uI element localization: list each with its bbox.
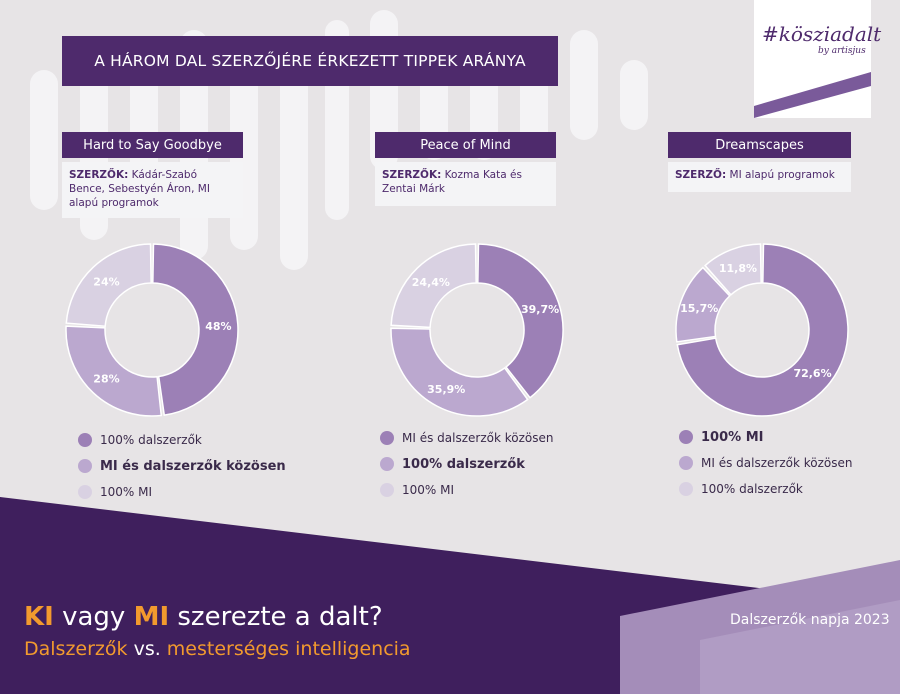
logo-by: by artisjus — [818, 46, 866, 56]
footer-sub-b: mesterséges intelligencia — [166, 638, 411, 660]
slice-label: 39,7% — [521, 303, 559, 316]
donut-chart-1: 48% 28% 24% — [65, 243, 239, 417]
song-title-2: Peace of Mind — [375, 132, 556, 158]
slice-label: 11,8% — [719, 262, 757, 275]
legend-label: MI és dalszerzők közösen — [100, 458, 286, 474]
footer-headline: KI vagy MI szerezte a dalt? — [24, 602, 383, 632]
author-text-1: Kádár-Szabó Bence, Sebestyén Áron, MI al… — [69, 169, 210, 209]
song-title-1: Hard to Say Goodbye — [62, 132, 243, 158]
legend-1: 100% dalszerzők MI és dalszerzők közösen 1… — [78, 427, 286, 505]
donut-slice — [477, 243, 564, 399]
legend-swatch — [78, 485, 92, 499]
donut-slice — [152, 243, 239, 416]
footer-sub-vs: vs. — [127, 638, 167, 660]
legend-swatch — [679, 456, 693, 470]
slice-label: 35,9% — [427, 383, 465, 396]
slice-label: 24% — [93, 276, 119, 289]
legend-item: 100% MI — [380, 477, 553, 503]
legend-item: 100% MI — [679, 424, 852, 450]
legend-item: 100% dalszerzők — [78, 427, 286, 453]
legend-label: 100% MI — [701, 429, 764, 445]
legend-label: 100% dalszerzők — [402, 456, 525, 472]
legend-swatch — [380, 483, 394, 497]
logo-brand: #kösziadalt — [762, 22, 882, 46]
legend-label: 100% dalszerzők — [701, 482, 803, 496]
legend-item: MI és dalszerzők közösen — [78, 453, 286, 479]
legend-2: MI és dalszerzők közösen 100% dalszerzők 1… — [380, 425, 553, 503]
slice-label: 15,7% — [680, 302, 718, 315]
legend-swatch — [78, 433, 92, 447]
author-box-1: SZERZŐK: Kádár-Szabó Bence, Sebestyén Ár… — [62, 162, 243, 218]
legend-swatch — [380, 457, 394, 471]
donut-slice — [65, 243, 152, 328]
footer-subheadline: Dalszerzők vs. mesterséges intelligencia — [24, 638, 411, 660]
legend-item: MI és dalszerzők közösen — [380, 425, 553, 451]
song-title-3: Dreamscapes — [668, 132, 851, 158]
legend-label: 100% dalszerzők — [100, 433, 202, 447]
author-text-3: MI alapú programok — [729, 169, 835, 181]
legend-label: 100% MI — [100, 485, 153, 499]
legend-label: 100% MI — [402, 483, 455, 497]
slice-label: 24,4% — [412, 276, 450, 289]
footer-rest: szerezte a dalt? — [169, 602, 383, 632]
legend-swatch — [679, 482, 693, 496]
legend-swatch — [679, 430, 693, 444]
author-label-2: SZERZŐK: — [382, 169, 442, 181]
main-title: A HÁROM DAL SZERZŐJÉRE ÉRKEZETT TIPPEK A… — [62, 36, 558, 86]
legend-item: 100% MI — [78, 479, 286, 505]
author-box-2: SZERZŐK: Kozma Kata és Zentai Márk — [375, 162, 556, 206]
legend-swatch — [78, 459, 92, 473]
author-label-1: SZERZŐK: — [69, 169, 129, 181]
logo-background — [754, 0, 871, 118]
slice-label: 72,6% — [793, 367, 831, 380]
donut-slice — [675, 266, 731, 343]
logo: #kösziadalt by artisjus — [754, 0, 881, 118]
donut-slice — [390, 243, 477, 329]
donut-slice — [676, 243, 849, 417]
footer-vagy: vagy — [53, 602, 134, 632]
donut-chart-2: 39,7% 35,9% 24,4% — [390, 243, 564, 417]
author-text-2: Kozma Kata és Zentai Márk — [382, 169, 522, 195]
legend-item: 100% dalszerzők — [679, 476, 852, 502]
slice-label: 48% — [205, 320, 231, 333]
legend-label: MI és dalszerzők közösen — [402, 431, 554, 445]
footer-ki: KI — [24, 602, 54, 632]
legend-item: MI és dalszerzők közösen — [679, 450, 852, 476]
donut-slice — [390, 327, 529, 417]
donut-chart-3: 72,6% 15,7% 11,8% — [675, 243, 849, 417]
legend-swatch — [380, 431, 394, 445]
author-label-3: SZERZŐ: — [675, 169, 727, 181]
author-box-3: SZERZŐ: MI alapú programok — [668, 162, 851, 192]
donut-slice — [65, 325, 163, 417]
footer-mi: MI — [133, 602, 170, 632]
legend-3: 100% MI MI és dalszerzők közösen 100% dals… — [679, 424, 852, 502]
donut-slice — [704, 243, 762, 296]
legend-label: MI és dalszerzők közösen — [701, 456, 853, 470]
footer-sub-a: Dalszerzők — [24, 638, 128, 660]
footer-date: Dalszerzők napja 2023 — [730, 612, 890, 628]
slice-label: 28% — [93, 372, 119, 385]
legend-item: 100% dalszerzők — [380, 451, 553, 477]
